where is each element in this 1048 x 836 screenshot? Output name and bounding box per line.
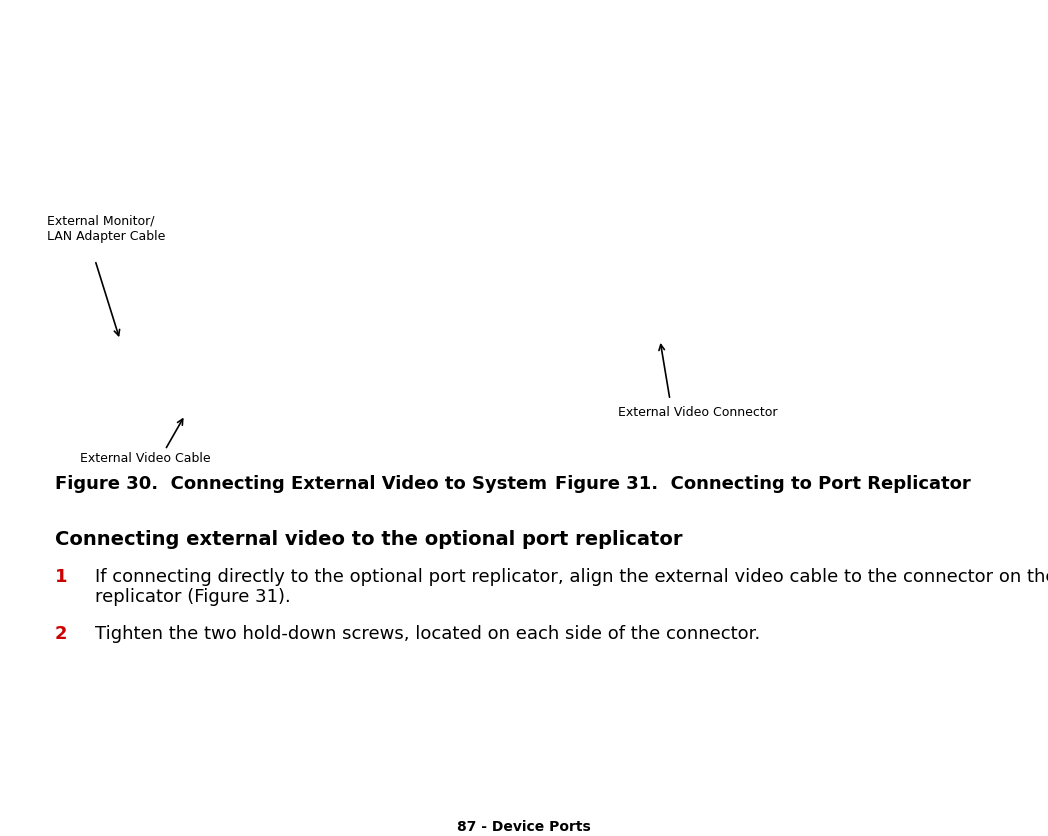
Bar <box>30 10 525 460</box>
Text: External Monitor/
LAN Adapter Cable: External Monitor/ LAN Adapter Cable <box>47 215 166 243</box>
Text: If connecting directly to the optional port replicator, align the external video: If connecting directly to the optional p… <box>95 568 1048 586</box>
Text: 87 - Device Ports: 87 - Device Ports <box>457 820 591 834</box>
Bar <box>540 10 1040 460</box>
Text: replicator (Figure 31).: replicator (Figure 31). <box>95 588 290 606</box>
Text: Figure 30.  Connecting External Video to System: Figure 30. Connecting External Video to … <box>54 475 547 493</box>
Text: External Video Cable: External Video Cable <box>80 452 211 465</box>
Text: Connecting external video to the optional port replicator: Connecting external video to the optiona… <box>54 530 682 549</box>
Text: Figure 31.  Connecting to Port Replicator: Figure 31. Connecting to Port Replicator <box>555 475 970 493</box>
Text: Tighten the two hold-down screws, located on each side of the connector.: Tighten the two hold-down screws, locate… <box>95 625 760 643</box>
Text: External Video Connector: External Video Connector <box>618 406 778 419</box>
Text: 1: 1 <box>54 568 67 586</box>
Text: 2: 2 <box>54 625 67 643</box>
